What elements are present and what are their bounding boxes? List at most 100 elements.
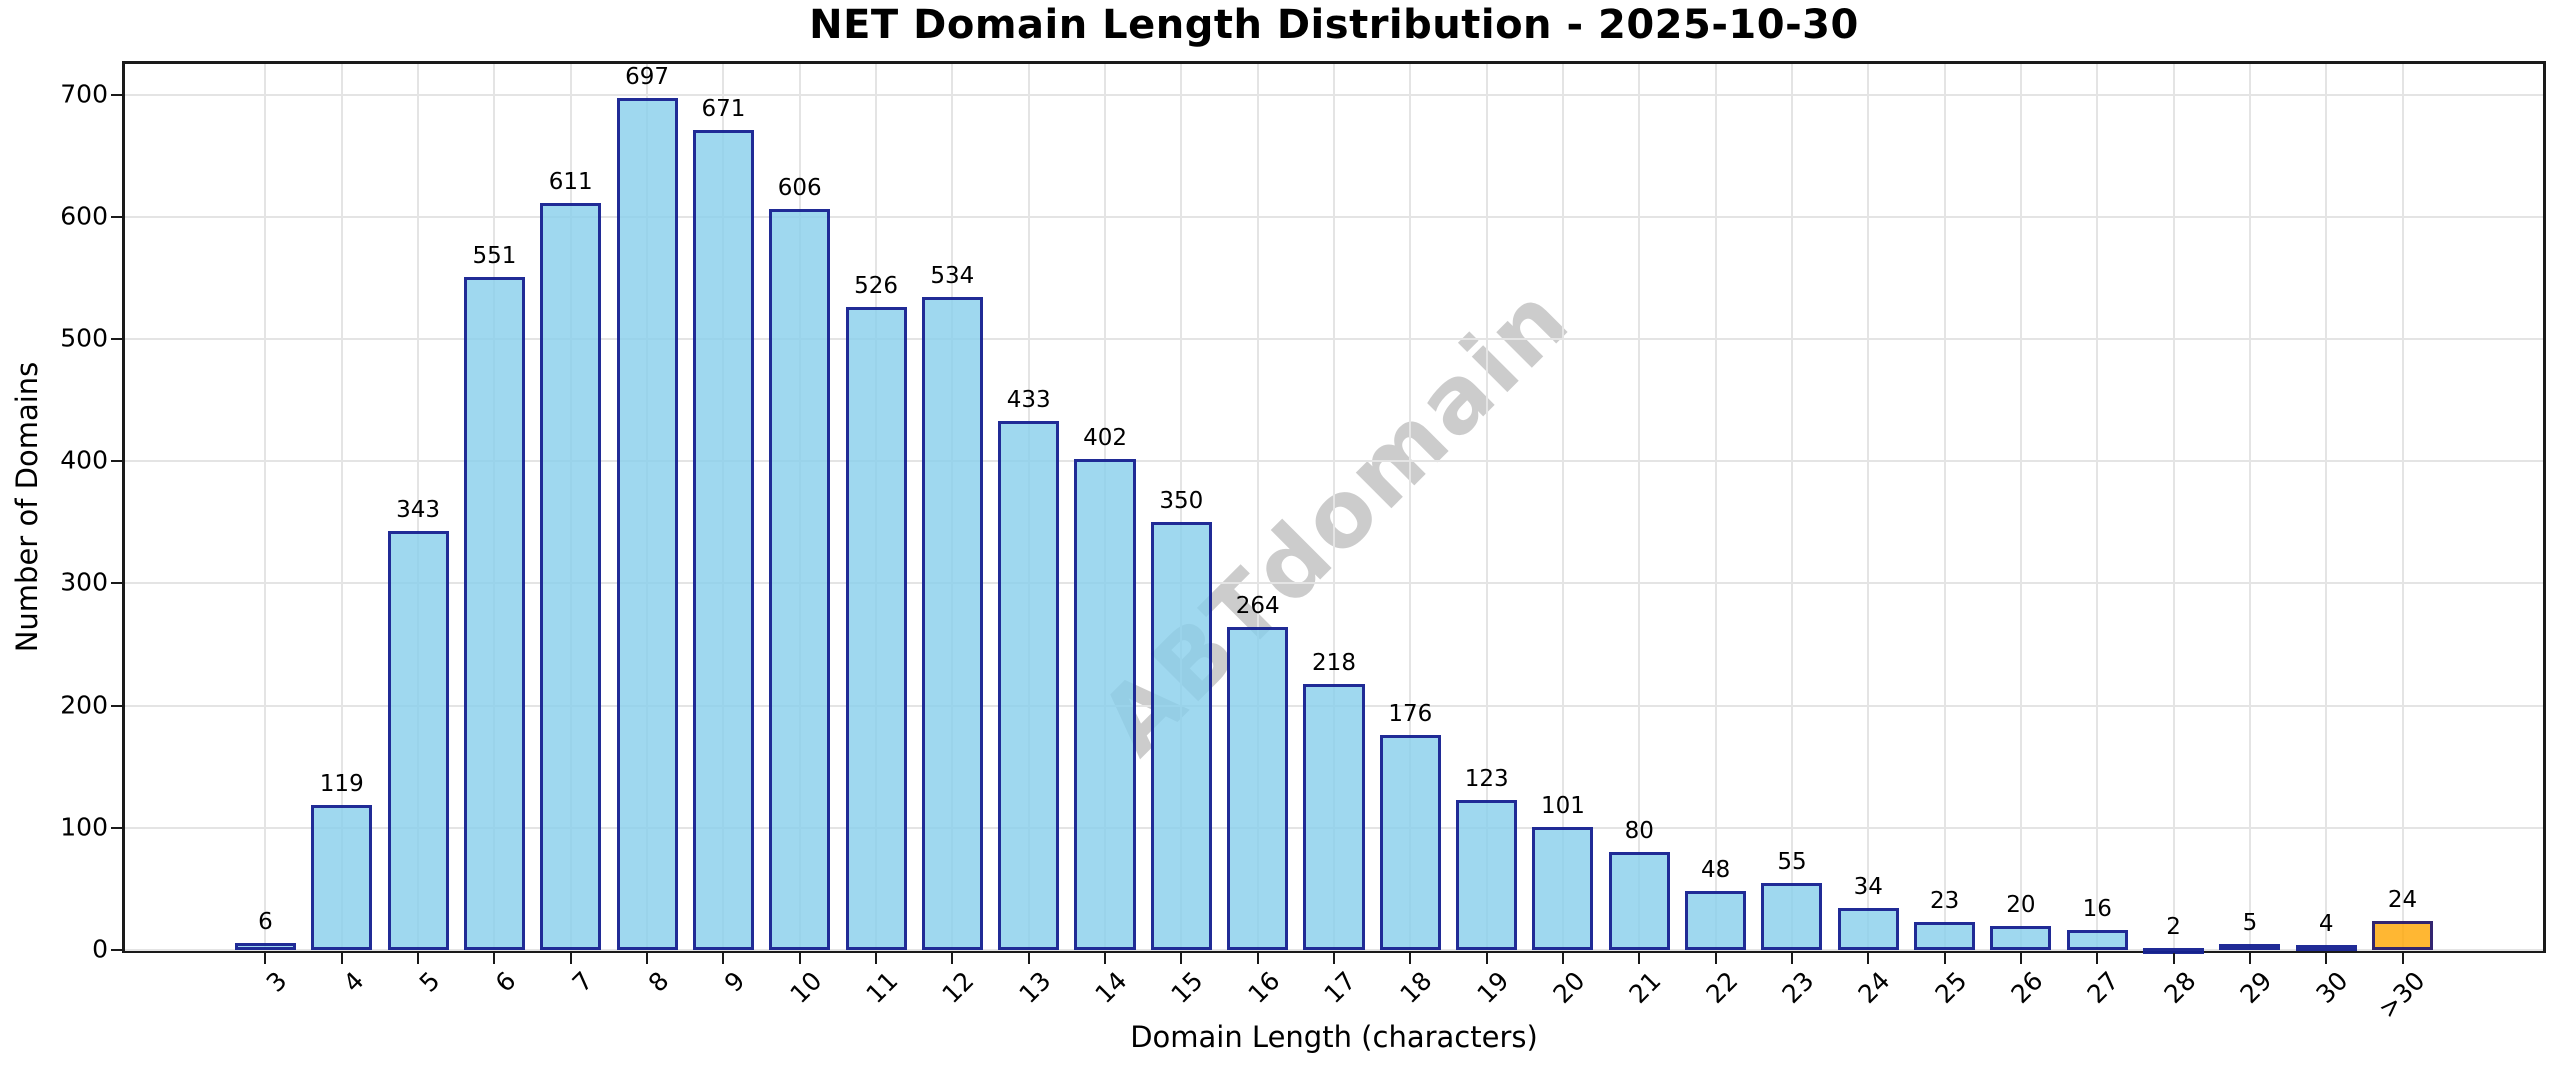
- bar-value-label: 606: [777, 175, 822, 202]
- x-tick-mark: [646, 953, 649, 964]
- bar-value-label: 101: [1541, 792, 1585, 819]
- y-tick-label: 200: [60, 689, 108, 719]
- x-tick-label: 7: [566, 966, 599, 998]
- bar-value-label: 2: [2166, 913, 2181, 940]
- bar-value-label: 5: [2242, 909, 2258, 936]
- bar: [1761, 882, 1823, 950]
- bar-value-label: 34: [1853, 874, 1883, 901]
- bar: [540, 203, 602, 950]
- v-gridline: [1256, 64, 1259, 950]
- y-tick-label: 500: [60, 323, 108, 353]
- y-tick-label: 600: [60, 201, 108, 231]
- bar: [921, 297, 983, 950]
- x-tick-mark: [722, 953, 725, 964]
- x-tick-mark: [1714, 953, 1717, 964]
- x-tick-label: 8: [642, 966, 675, 998]
- v-gridline: [1180, 64, 1183, 950]
- x-tick-mark: [417, 953, 420, 964]
- x-tick-label: 10: [784, 966, 828, 1010]
- bar-value-label: 343: [396, 496, 441, 523]
- x-tick-mark: [2401, 953, 2404, 964]
- v-gridline: [1867, 64, 1870, 950]
- x-tick-label: 23: [1776, 966, 1820, 1010]
- bar-value-label: 433: [1006, 386, 1051, 413]
- bar: [1914, 921, 1976, 950]
- bar: [1685, 891, 1747, 950]
- bar-value-label: 611: [548, 169, 593, 196]
- bar: [1303, 683, 1365, 950]
- x-tick-label: 21: [1623, 966, 1667, 1010]
- v-gridline: [2172, 64, 2175, 950]
- x-tick-label: 25: [1929, 966, 1973, 1010]
- v-gridline: [417, 64, 420, 950]
- v-gridline: [1943, 64, 1946, 950]
- x-axis-label: Domain Length (characters): [1130, 1020, 1538, 1054]
- v-gridline: [2401, 64, 2404, 950]
- v-gridline: [2248, 64, 2251, 950]
- bar: [387, 530, 449, 950]
- bar: [2143, 947, 2205, 954]
- x-tick-mark: [798, 953, 801, 964]
- bar: [769, 209, 831, 950]
- bar: [1837, 908, 1899, 950]
- v-gridline: [2019, 64, 2022, 950]
- x-tick-label: 5: [413, 966, 446, 998]
- bar: [998, 420, 1060, 950]
- x-tick-label: 30: [2310, 966, 2354, 1010]
- x-tick-mark: [264, 953, 267, 964]
- v-gridline: [1638, 64, 1641, 950]
- chart-title: NET Domain Length Distribution - 2025-10…: [809, 2, 1859, 48]
- bar: [234, 942, 296, 950]
- v-gridline: [1714, 64, 1717, 950]
- v-gridline: [1561, 64, 1564, 950]
- bar-value-label: 526: [854, 273, 898, 300]
- y-tick-label: 0: [92, 934, 108, 964]
- x-tick-mark: [1867, 953, 1870, 964]
- h-gridline: [125, 949, 2543, 951]
- y-tick-label: 700: [60, 78, 108, 108]
- x-tick-mark: [1256, 953, 1259, 964]
- x-tick-mark: [2248, 953, 2251, 964]
- x-tick-label: 3: [261, 966, 293, 998]
- v-gridline: [340, 64, 343, 950]
- x-tick-label: 16: [1242, 966, 1286, 1010]
- x-tick-mark: [1485, 953, 1488, 964]
- bar: [1227, 627, 1289, 950]
- x-tick-mark: [1638, 953, 1641, 964]
- v-gridline: [2325, 64, 2328, 950]
- y-tick-mark: [111, 460, 122, 463]
- bar: [1074, 458, 1136, 950]
- bar: [2219, 943, 2281, 950]
- bar-value-label: 176: [1388, 700, 1433, 727]
- bar-value-label: 55: [1777, 848, 1807, 875]
- bar-value-label: 16: [2082, 896, 2112, 923]
- x-tick-label: 9: [719, 966, 751, 998]
- v-gridline: [1409, 64, 1412, 950]
- bar: [2066, 930, 2128, 950]
- bar-value-label: 350: [1159, 488, 1204, 515]
- x-tick-label: 17: [1318, 966, 1362, 1010]
- x-tick-label: 6: [490, 966, 522, 998]
- x-tick-mark: [493, 953, 496, 964]
- y-tick-label: 300: [60, 567, 108, 597]
- v-gridline: [1333, 64, 1335, 950]
- bar-value-label: 119: [319, 770, 364, 797]
- y-axis-label: Number of Domains: [10, 361, 44, 653]
- v-gridline: [1790, 64, 1793, 950]
- y-tick-mark: [111, 704, 122, 707]
- x-tick-mark: [1027, 953, 1030, 964]
- x-tick-mark: [1943, 953, 1946, 964]
- bar: [616, 98, 678, 950]
- x-tick-label: 28: [2158, 966, 2202, 1010]
- bar-value-label: 551: [472, 242, 517, 269]
- x-tick-mark: [2019, 953, 2022, 964]
- bar: [311, 804, 373, 950]
- bar-value-label: 123: [1464, 765, 1509, 792]
- y-tick-label: 400: [60, 445, 108, 475]
- plot-area: ABTdomain 0 100 200 300 400 500 600 700 6 3 119 4 34…: [60, 61, 2546, 1024]
- x-tick-label: 4: [337, 966, 370, 998]
- y-tick-mark: [111, 93, 122, 96]
- bar-value-label: 6: [258, 908, 273, 935]
- x-tick-mark: [1409, 953, 1412, 964]
- bar-value-label: 80: [1624, 818, 1654, 845]
